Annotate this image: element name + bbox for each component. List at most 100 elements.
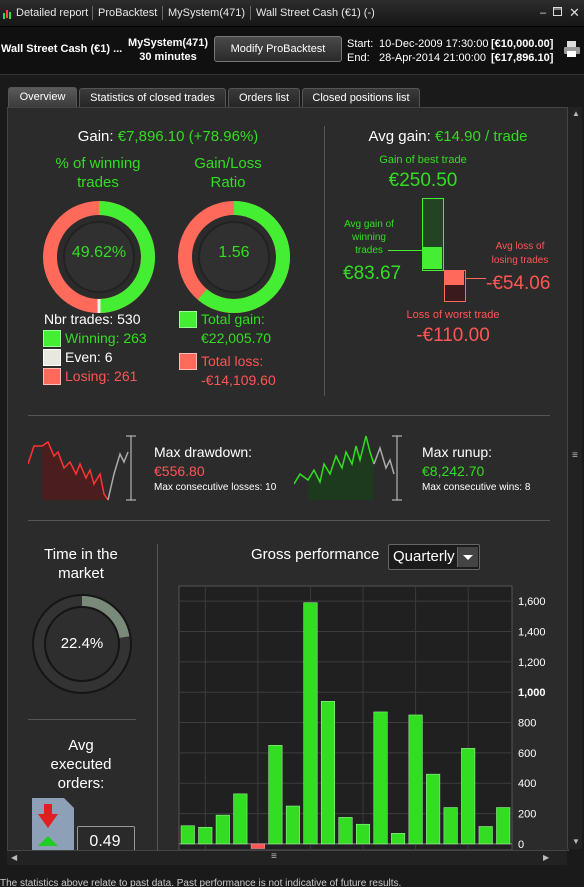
bar[interactable] <box>496 807 511 845</box>
start-label: Start: <box>347 38 374 50</box>
max-consecutive-wins: Max consecutive wins: 8 <box>422 482 531 493</box>
winning-pct-title-1: % of winning <box>55 155 141 172</box>
avg-loss-label-1: Avg loss of <box>495 241 545 252</box>
bar[interactable] <box>268 745 283 845</box>
time-in-market-title-1: Time in the <box>44 546 118 563</box>
bar[interactable] <box>461 748 476 845</box>
scroll-grip-icon[interactable]: ≡ <box>271 851 277 862</box>
timeframe: 30 minutes <box>139 51 197 63</box>
tab-closed-positions-list[interactable]: Closed positions list <box>302 88 420 107</box>
breadcrumb-probacktest[interactable]: ProBacktest <box>98 7 158 19</box>
bar[interactable] <box>180 825 195 845</box>
y-tick-label: 0 <box>518 839 524 850</box>
avg-loss-value: -€54.06 <box>486 273 551 294</box>
scroll-down-icon[interactable]: ▼ <box>572 837 580 846</box>
close-icon[interactable]: ✕ <box>569 5 580 20</box>
bar[interactable] <box>285 805 300 845</box>
y-tick-label: 1,000 <box>518 687 546 699</box>
tab-statistics-closed-trades[interactable]: Statistics of closed trades <box>79 88 226 107</box>
winning-pct-value: 49.62% <box>71 244 127 261</box>
minimize-icon[interactable]: – <box>540 7 547 19</box>
avg-loss-label-2: losing trades <box>491 255 549 266</box>
y-tick-label: 1,400 <box>518 627 546 639</box>
gain-loss-donut <box>178 201 290 313</box>
worst-trade-value: -€110.00 <box>416 325 490 346</box>
y-tick-label: 800 <box>518 718 536 730</box>
period-select-value: Quarterly <box>393 548 455 565</box>
winning-count: Winning: 263 <box>65 330 147 346</box>
chevron-down-icon[interactable] <box>457 547 478 567</box>
bar[interactable] <box>233 793 248 845</box>
gross-performance-title: Gross performance <box>251 546 380 563</box>
bar[interactable] <box>478 826 493 845</box>
breadcrumb-instrument[interactable]: Wall Street Cash (€1) (-) <box>256 7 375 19</box>
maximize-icon[interactable] <box>553 7 562 19</box>
bar[interactable] <box>303 602 318 845</box>
avg-loss-arrow <box>466 278 486 279</box>
bar[interactable] <box>215 814 230 845</box>
modify-probacktest-button[interactable]: Modify ProBacktest <box>214 36 342 62</box>
winning-pct-donut <box>43 201 155 313</box>
total-gain-swatch <box>179 311 197 328</box>
avg-win-arrow <box>388 250 422 251</box>
total-loss-label: Total loss: <box>201 353 264 369</box>
best-trade-value: €250.50 <box>388 170 458 191</box>
scroll-up-icon[interactable]: ▲ <box>572 109 580 118</box>
max-consecutive-losses: Max consecutive losses: 10 <box>154 482 277 493</box>
divider <box>28 520 550 521</box>
bar[interactable] <box>320 701 335 845</box>
runup-chart-icon <box>293 434 404 502</box>
y-tick-label: 1,200 <box>518 657 546 669</box>
bar[interactable] <box>198 826 213 845</box>
orders-icon <box>30 798 134 850</box>
horizontal-scrollbar[interactable]: ◀ ≡ ▶ <box>7 850 567 865</box>
gain-summary: Gain: €7,896.10 (+78.96%) <box>48 128 288 145</box>
vertical-scrollbar[interactable]: ▲ ≡ ▼ <box>567 107 582 849</box>
bar[interactable] <box>373 711 388 845</box>
breadcrumb-system[interactable]: MySystem(471) <box>168 7 246 19</box>
losing-count: Losing: 261 <box>65 368 138 384</box>
breadcrumb-detailed-report[interactable]: Detailed report <box>16 7 89 19</box>
scroll-grip-icon[interactable]: ≡ <box>572 450 578 461</box>
runup-label: Max runup: <box>422 444 493 460</box>
winning-pct-title-2: trades <box>77 174 119 191</box>
drawdown-value: €556.80 <box>154 463 205 479</box>
overview-panel: Gain: €7,896.10 (+78.96%) % of winning t… <box>7 107 569 851</box>
gain-value: €7,896.10 (+78.96%) <box>117 128 259 145</box>
y-tick-label: 600 <box>518 748 536 760</box>
avg-win-label-2: winning <box>352 232 386 243</box>
tab-overview[interactable]: Overview <box>8 87 77 108</box>
divider <box>28 415 550 416</box>
total-loss-swatch <box>179 353 197 370</box>
bar[interactable] <box>426 773 441 845</box>
drawdown-label: Max drawdown: <box>154 444 253 460</box>
gain-loss-title-1: Gain/Loss <box>194 155 262 172</box>
winning-legend-swatch <box>43 330 61 347</box>
scroll-right-icon[interactable]: ▶ <box>543 853 550 862</box>
print-icon[interactable] <box>563 40 581 63</box>
breadcrumb-separator <box>92 6 93 20</box>
avg-win-value: €83.67 <box>343 263 402 284</box>
bar[interactable] <box>408 714 423 845</box>
time-in-market-value: 22.4% <box>60 635 104 652</box>
scroll-left-icon[interactable]: ◀ <box>11 853 18 862</box>
bar[interactable] <box>391 833 406 845</box>
period-select[interactable]: Quarterly <box>388 544 480 570</box>
bar[interactable] <box>338 817 353 845</box>
divider <box>28 719 136 720</box>
worst-trade-label: Loss of worst trade <box>406 309 500 321</box>
bar[interactable] <box>356 823 371 845</box>
bar[interactable] <box>250 843 265 849</box>
gross-performance-chart: 1,600 1,400 1,200 1,000 800 600 400 200 0 <box>178 585 546 850</box>
gain-loss-title-2: Ratio <box>210 174 246 191</box>
avg-win-bar <box>422 247 442 269</box>
tab-orders-list[interactable]: Orders list <box>228 88 300 107</box>
app-icon <box>2 7 13 19</box>
divider <box>157 544 158 850</box>
y-tick-label: 400 <box>518 778 536 790</box>
time-in-market-title-2: market <box>58 565 104 582</box>
avg-orders-value: 0.49 <box>89 833 121 850</box>
drawdown-chart-icon <box>27 434 138 502</box>
nbr-trades: Nbr trades: 530 <box>44 311 141 327</box>
bar[interactable] <box>443 807 458 845</box>
